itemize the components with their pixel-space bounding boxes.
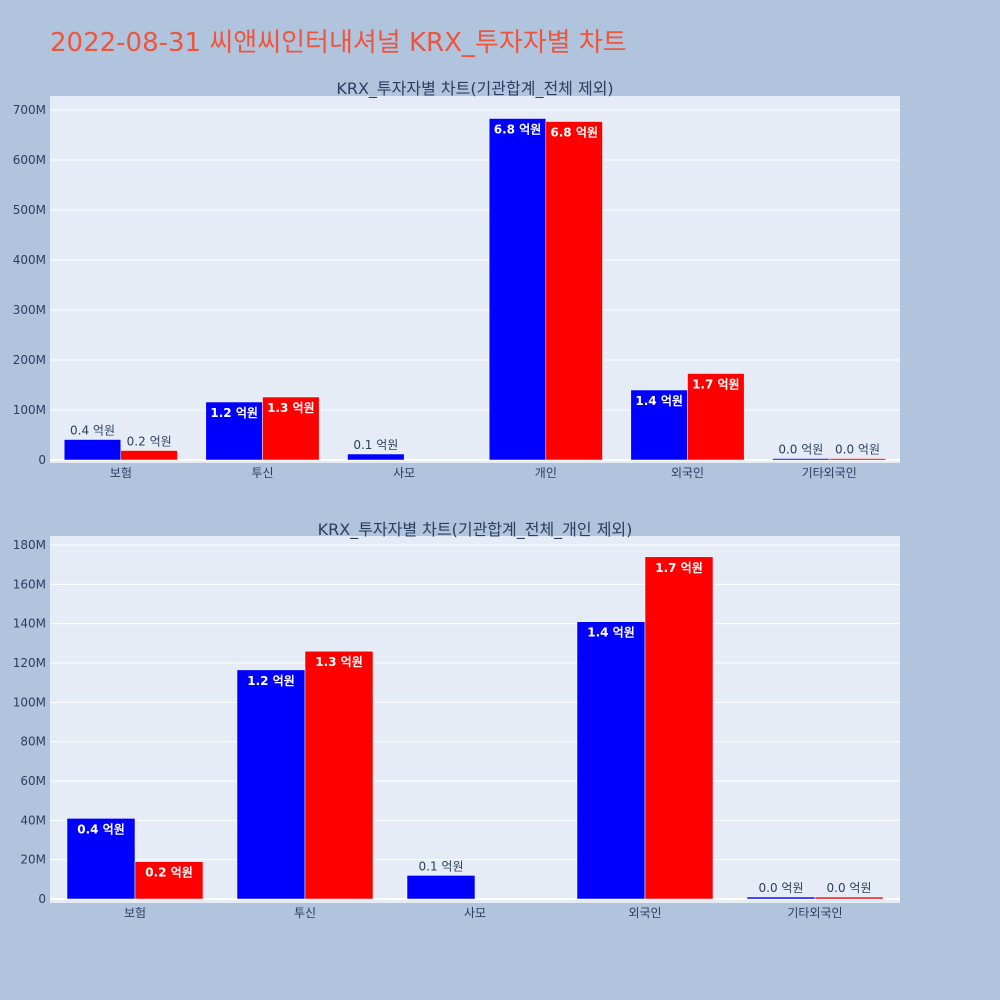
x-tick-label: 기타외국인 xyxy=(787,906,842,920)
plot-background xyxy=(50,96,900,463)
x-tick-label: 외국인 xyxy=(671,466,704,480)
data-label: 1.3 억원 xyxy=(315,655,363,669)
x-tick-label: 사모 xyxy=(393,466,415,480)
x-tick-label: 투신 xyxy=(251,466,273,480)
data-label: 0.1 억원 xyxy=(419,859,464,873)
data-label: 1.7 억원 xyxy=(655,561,703,575)
chart-top: 0 100M 200M 300M 400M 500M 600M 700M KRX_투자자별 차트… xyxy=(13,79,900,480)
data-label: 0.2 억원 xyxy=(127,435,172,449)
chart-title: KRX_투자자별 차트(기관합계_전체_개인 제외) xyxy=(318,520,633,540)
y-tick-label: 80M xyxy=(20,735,46,749)
y-tick-label: 0 xyxy=(38,453,46,467)
bar xyxy=(746,896,816,900)
bar xyxy=(347,453,405,461)
bar xyxy=(772,458,830,461)
data-label: 1.4 억원 xyxy=(635,394,683,408)
y-tick-label: 60M xyxy=(20,774,46,788)
data-label: 0.0 억원 xyxy=(759,881,804,895)
y-tick-label: 0 xyxy=(38,892,46,906)
bar xyxy=(644,556,714,900)
data-label: 0.1 억원 xyxy=(353,438,398,452)
bar xyxy=(576,621,646,900)
data-label: 0.4 억원 xyxy=(70,424,115,438)
y-tick-label: 100M xyxy=(13,403,46,417)
x-tick-label: 사모 xyxy=(464,906,486,920)
plot-background xyxy=(50,536,900,903)
x-tick-label: 외국인 xyxy=(628,906,661,920)
bar xyxy=(630,389,688,461)
data-label: 6.8 억원 xyxy=(494,123,542,137)
data-label: 1.7 억원 xyxy=(692,378,740,392)
bar xyxy=(814,896,884,900)
data-label: 0.2 억원 xyxy=(145,866,193,880)
bar xyxy=(66,818,136,900)
page-title: 2022-08-31 씨앤씨인터내셔널 KRX_투자자별 차트 xyxy=(50,28,627,58)
data-label: 0.0 억원 xyxy=(827,881,872,895)
x-tick-label: 보험 xyxy=(124,906,146,920)
bar xyxy=(304,650,374,900)
bar xyxy=(488,118,547,461)
y-tick-label: 40M xyxy=(20,813,46,827)
y-tick-label: 100M xyxy=(13,695,46,709)
x-tick-label: 투신 xyxy=(294,906,316,920)
y-tick-label: 500M xyxy=(13,203,46,217)
y-tick-label: 20M xyxy=(20,853,46,867)
chart-bottom: 0 20M 40M 60M 80M 100M 120M 140M 160M 180M KRX_투자자… xyxy=(13,520,900,920)
y-tick-label: 600M xyxy=(13,153,46,167)
y-tick-label: 200M xyxy=(13,353,46,367)
data-label: 0.4 억원 xyxy=(77,822,125,836)
data-label: 1.2 억원 xyxy=(210,406,258,420)
bar xyxy=(120,450,178,461)
y-tick-label: 300M xyxy=(13,303,46,317)
bar xyxy=(262,396,320,461)
y-tick-label: 160M xyxy=(13,577,46,591)
y-tick-label: 180M xyxy=(13,538,46,552)
data-label: 1.4 억원 xyxy=(587,626,635,640)
x-tick-label: 개인 xyxy=(535,466,557,480)
y-tick-label: 700M xyxy=(13,103,46,117)
y-tick-label: 140M xyxy=(13,617,46,631)
bar xyxy=(236,669,306,900)
x-tick-label: 기타외국인 xyxy=(802,466,857,480)
y-tick-label: 120M xyxy=(13,656,46,670)
y-tick-label: 400M xyxy=(13,253,46,267)
chart-title: KRX_투자자별 차트(기관합계_전체 제외) xyxy=(336,79,613,99)
data-label: 0.0 억원 xyxy=(778,443,823,457)
bar xyxy=(205,401,263,461)
bar xyxy=(828,458,887,461)
bar xyxy=(134,861,204,900)
data-label: 1.3 억원 xyxy=(267,401,315,415)
data-label: 6.8 억원 xyxy=(550,126,598,140)
bar xyxy=(406,875,476,900)
bar xyxy=(687,373,745,461)
data-label: 1.2 억원 xyxy=(247,674,295,688)
data-label: 0.0 억원 xyxy=(835,443,880,457)
x-tick-label: 보험 xyxy=(110,466,132,480)
bar xyxy=(545,121,603,461)
bar xyxy=(63,439,122,461)
